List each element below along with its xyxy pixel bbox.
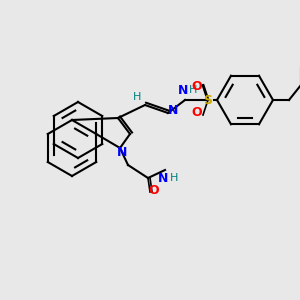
Text: N: N [117,146,127,158]
Text: H: H [170,173,178,183]
Text: S: S [203,94,212,106]
Text: O: O [192,106,202,119]
Text: H: H [133,92,141,102]
Text: O: O [149,184,159,196]
Text: N: N [158,172,168,184]
Text: N: N [178,83,188,97]
Text: O: O [192,80,202,94]
Text: N: N [168,103,178,116]
Text: H: H [189,85,197,95]
